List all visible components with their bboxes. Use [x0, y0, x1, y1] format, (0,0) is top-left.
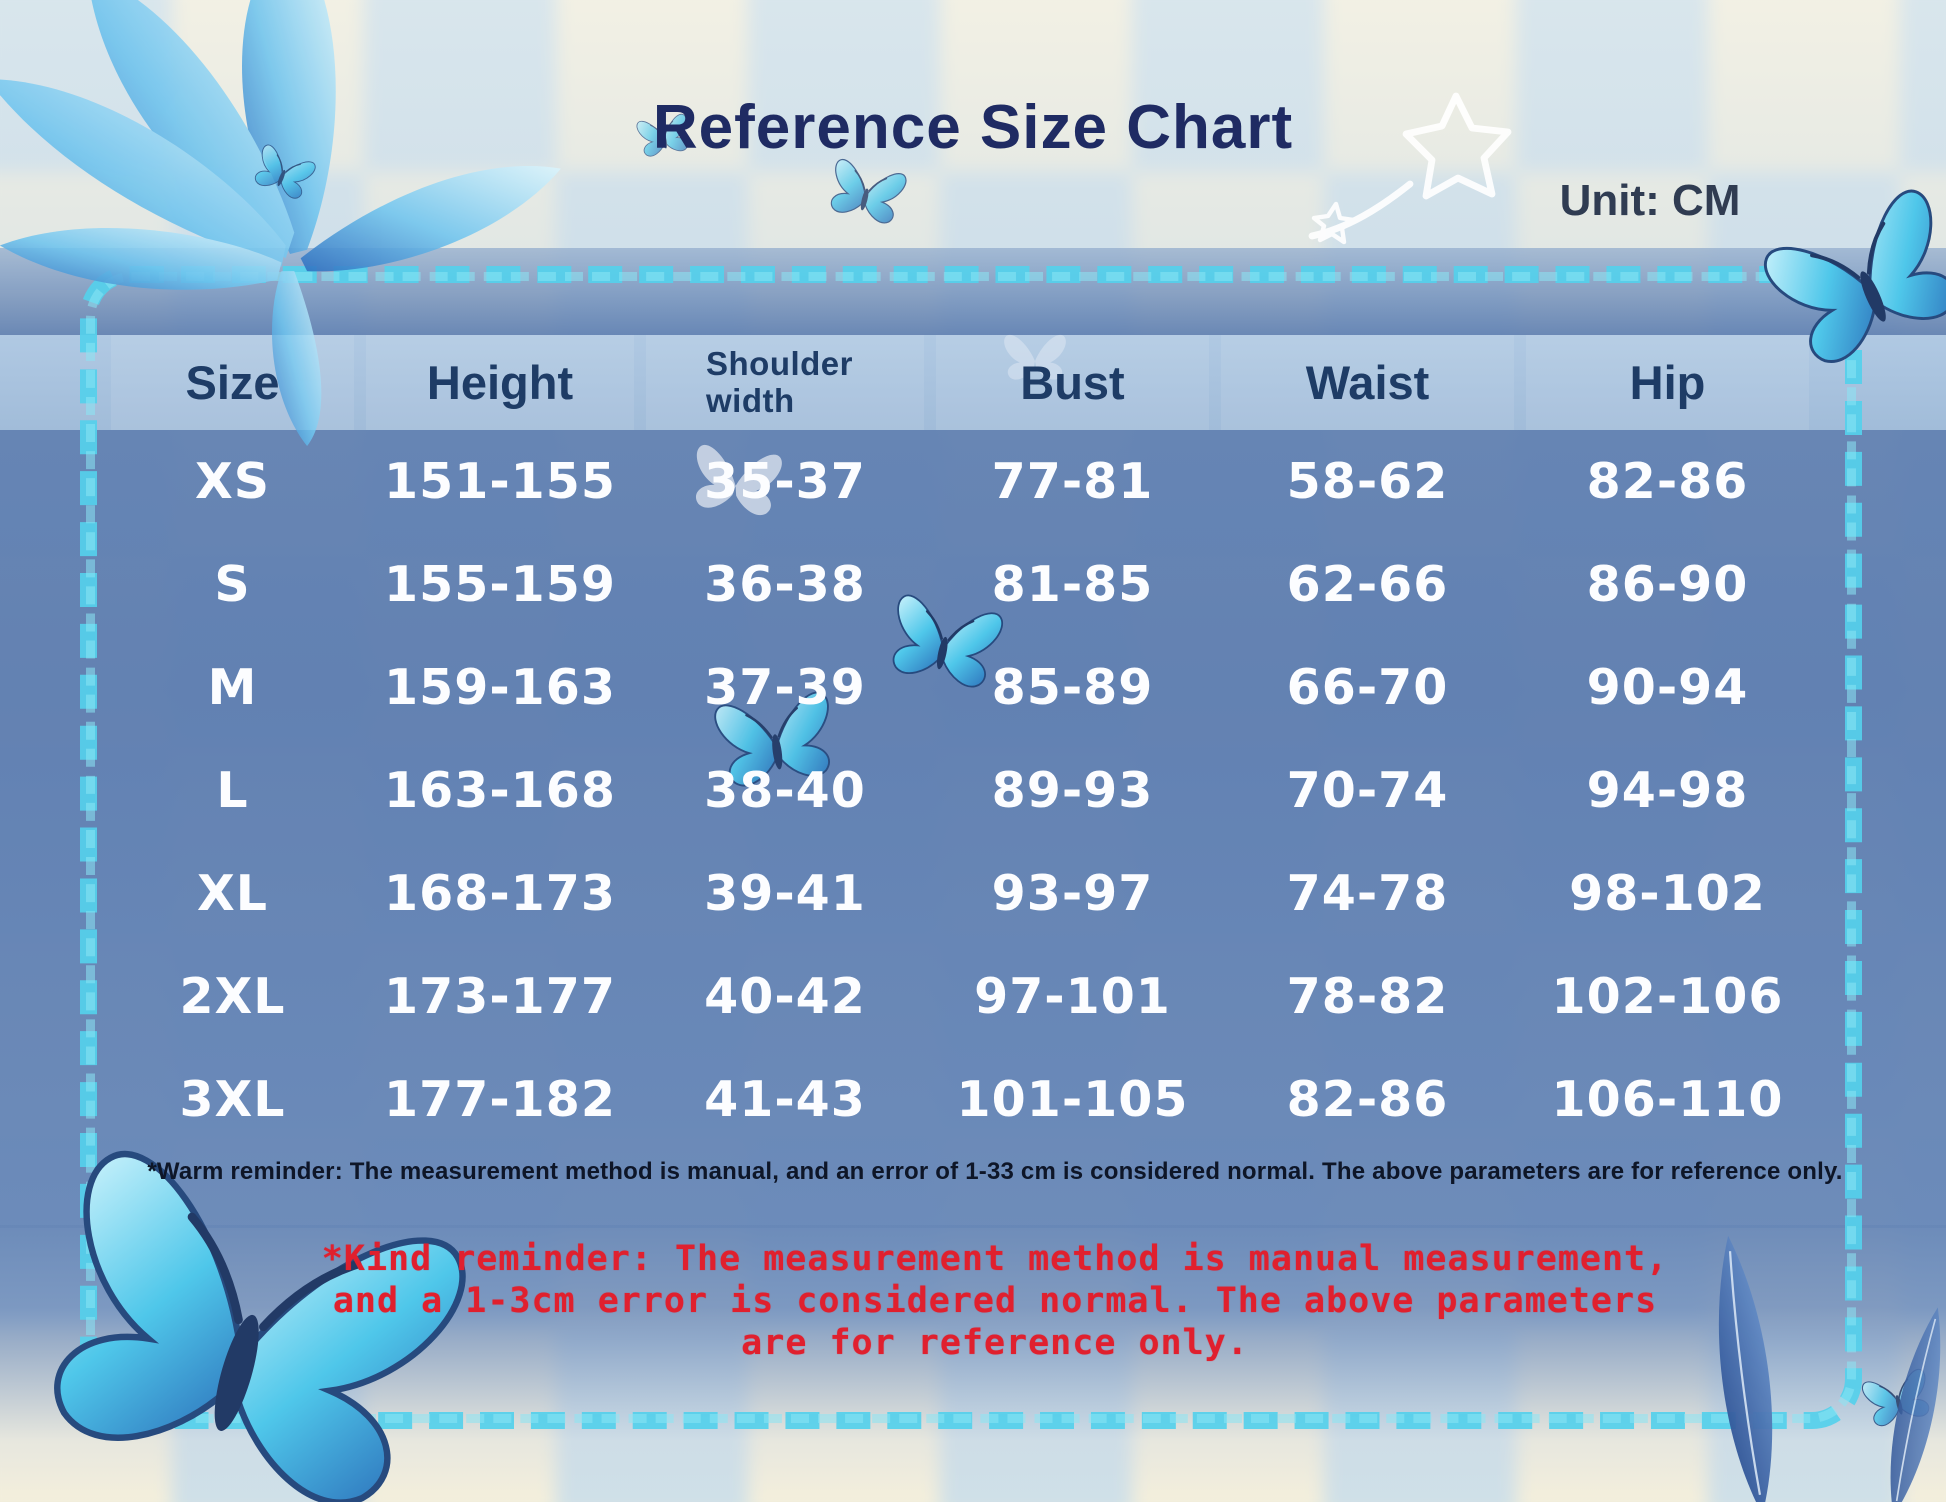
unit-label: Unit: CM: [1559, 176, 1741, 225]
table-row: 3XL 177-182 41-43 101-105 82-86 106-110: [105, 1048, 1815, 1151]
page-title: Reference Size Chart: [652, 93, 1294, 162]
table-row: XS 151-155 35-37 77-81 58-62 82-86: [105, 430, 1815, 533]
table-cell: 102-106: [1551, 968, 1784, 1025]
kind-reminder-line: and a 1-3cm error is considered normal. …: [332, 1281, 1658, 1321]
table-row: M 159-163 37-39 85-89 66-70 90-94: [105, 636, 1815, 739]
table-header-row: Size Height Shoulder width Bust Waist Hi…: [105, 335, 1815, 430]
size-label: XL: [196, 865, 268, 922]
kind-reminder-line: *Kind reminder: The measurement method i…: [321, 1239, 1669, 1279]
table-cell: 78-82: [1286, 968, 1449, 1025]
table-cell: 89-93: [991, 762, 1154, 819]
table-cell: 155-159: [384, 556, 616, 613]
table-cell: 36-38: [704, 556, 866, 613]
table-cell: 93-97: [991, 865, 1154, 922]
table-cell: 82-86: [1586, 453, 1749, 510]
table-row: 2XL 173-177 40-42 97-101 78-82 102-106: [105, 945, 1815, 1048]
table-cell: 163-168: [384, 762, 616, 819]
table-cell: 77-81: [991, 453, 1154, 510]
table-cell: 94-98: [1586, 762, 1749, 819]
table-cell: 106-110: [1551, 1071, 1784, 1128]
column-header-size: Size: [111, 335, 354, 430]
table-cell: 74-78: [1286, 865, 1449, 922]
table-cell: 38-40: [704, 762, 866, 819]
size-label: 2XL: [179, 968, 286, 1025]
column-header-height: Height: [366, 335, 634, 430]
table-cell: 159-163: [384, 659, 616, 716]
warm-reminder-note: *Warm reminder: The measurement method i…: [147, 1158, 1843, 1185]
column-header-bust: Bust: [936, 335, 1209, 430]
size-label: S: [214, 556, 251, 613]
table-cell: 58-62: [1286, 453, 1449, 510]
table-cell: 62-66: [1286, 556, 1449, 613]
table-cell: 101-105: [956, 1071, 1189, 1128]
kind-reminder-note: *Kind reminder: The measurement method i…: [0, 1238, 1946, 1364]
table-cell: 66-70: [1286, 659, 1449, 716]
table-row: XL 168-173 39-41 93-97 74-78 98-102: [105, 842, 1815, 945]
dashed-border-frame-inner: [86, 272, 1856, 1423]
table-cell: 82-86: [1286, 1071, 1449, 1128]
size-label: L: [216, 762, 249, 819]
table-cell: 168-173: [384, 865, 616, 922]
table-cell: 173-177: [384, 968, 616, 1025]
table-row: L 163-168 38-40 89-93 70-74 94-98: [105, 739, 1815, 842]
table-cell: 81-85: [991, 556, 1154, 613]
size-label: XS: [194, 453, 271, 510]
table-cell: 85-89: [991, 659, 1154, 716]
table-row: S 155-159 36-38 81-85 62-66 86-90: [105, 533, 1815, 636]
table-cell: 177-182: [384, 1071, 616, 1128]
column-header-shoulder-width: Shoulder width: [646, 335, 924, 430]
table-cell: 97-101: [974, 968, 1171, 1025]
table-cell: 41-43: [704, 1071, 866, 1128]
table-cell: 151-155: [384, 453, 616, 510]
table-cell: 35-37: [704, 453, 866, 510]
table-cell: 70-74: [1286, 762, 1449, 819]
table-cell: 86-90: [1586, 556, 1749, 613]
table-cell: 40-42: [704, 968, 866, 1025]
header-band: [0, 335, 1946, 430]
column-header-waist: Waist: [1221, 335, 1514, 430]
table-cell: 39-41: [704, 865, 866, 922]
table-cell: 37-39: [704, 659, 866, 716]
size-table: Size Height Shoulder width Bust Waist Hi…: [105, 335, 1815, 1151]
size-label: M: [207, 659, 258, 716]
size-label: 3XL: [179, 1071, 286, 1128]
table-cell: 90-94: [1586, 659, 1749, 716]
kind-reminder-line: are for reference only.: [741, 1323, 1249, 1363]
column-header-hip: Hip: [1526, 335, 1809, 430]
table-cell: 98-102: [1569, 865, 1766, 922]
